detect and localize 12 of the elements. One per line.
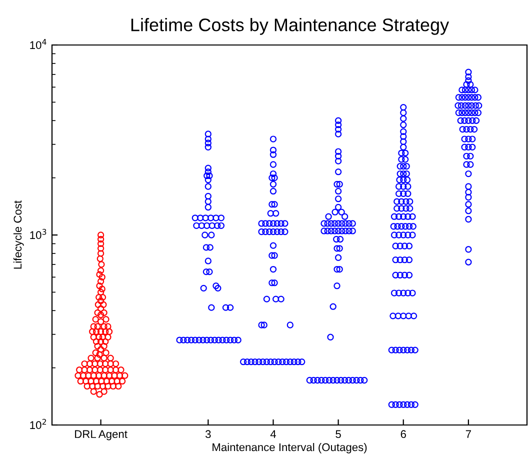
y-tick-label: 10$^{3}$ <box>30 228 46 240</box>
y-tick-label: 10$^{4}$ <box>30 39 46 50</box>
x-tick-label: 7 <box>466 430 471 438</box>
y-axis-title: Lifecycle Cost <box>13 200 24 269</box>
x-axis-title: Maintenance Interval (Outages) <box>212 442 367 454</box>
x-tick-label: 6 <box>400 430 406 438</box>
x-tick-label: 5 <box>336 430 341 438</box>
chart-title: Lifetime Costs by Maintenance Strategy <box>131 18 450 35</box>
x-tick-label: DRL Agent <box>75 430 128 440</box>
y-tick-label: 10$^{2}$ <box>30 418 46 430</box>
x-tick-label: 4 <box>270 430 276 438</box>
x-tick-label: 3 <box>206 430 211 438</box>
